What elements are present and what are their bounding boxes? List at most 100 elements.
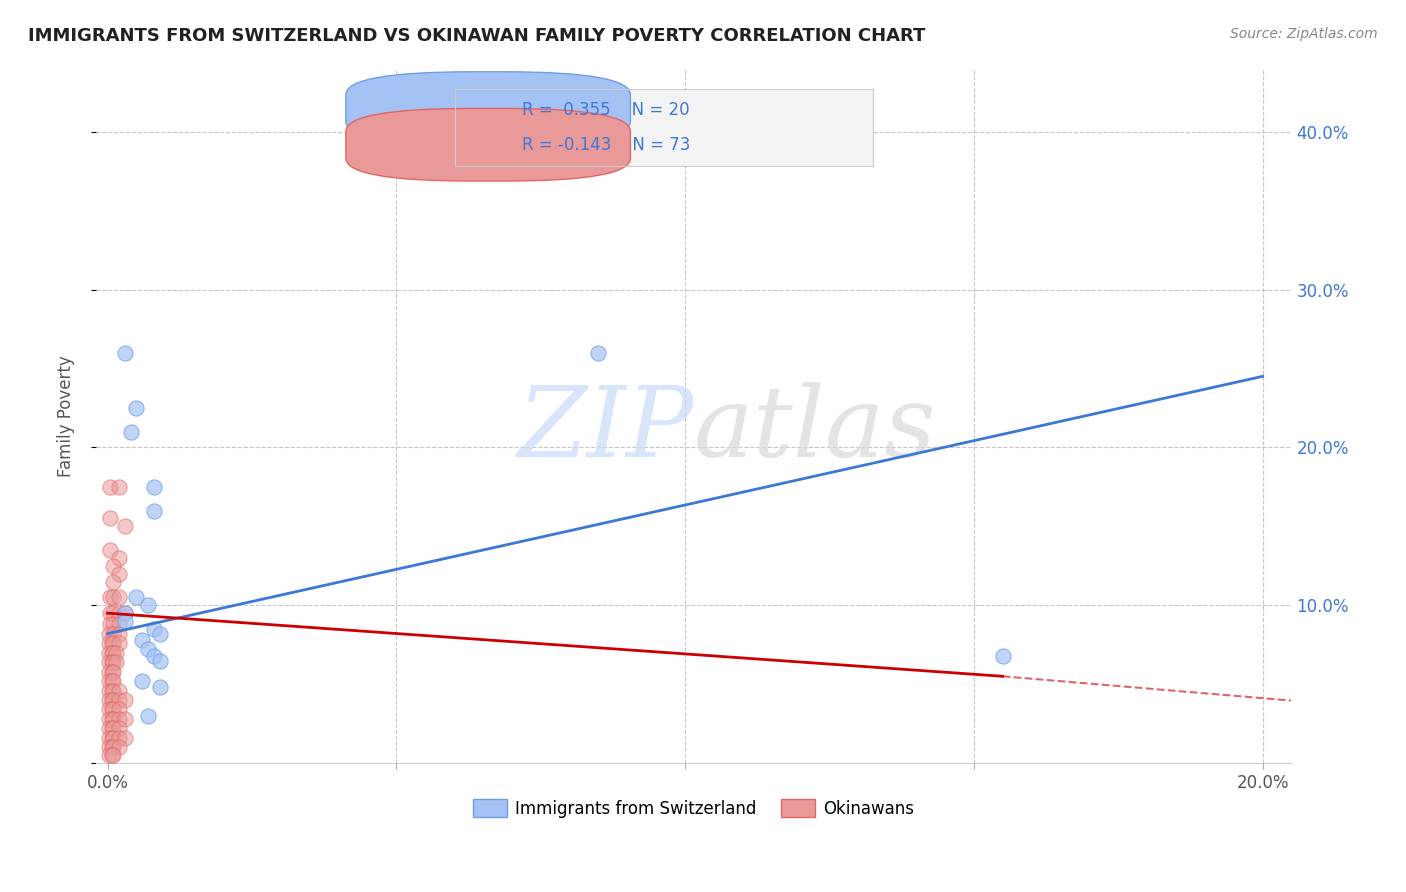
Point [100, 731, 122, 745]
Point [114, 614, 136, 628]
Point [98, 655, 121, 669]
Point [98, 740, 121, 755]
Point [148, 626, 170, 640]
Point [100, 606, 122, 620]
Point [98, 712, 121, 726]
Point [108, 731, 131, 745]
Point [105, 646, 128, 660]
Point [108, 480, 131, 494]
Point [100, 683, 122, 698]
Point [100, 591, 122, 605]
Point [98, 646, 121, 660]
Point [108, 693, 131, 707]
Point [114, 345, 136, 359]
Point [103, 683, 125, 698]
Point [108, 591, 131, 605]
Point [136, 599, 159, 613]
Point [98, 748, 121, 763]
Point [108, 636, 131, 650]
Y-axis label: Family Poverty: Family Poverty [58, 355, 75, 476]
Point [100, 712, 122, 726]
Point [991, 648, 1014, 663]
Point [103, 626, 125, 640]
Point [100, 722, 122, 736]
Point [100, 511, 122, 525]
Point [100, 655, 122, 669]
Point [100, 740, 122, 755]
Text: ZIP: ZIP [517, 382, 693, 477]
Point [108, 702, 131, 716]
Point [100, 665, 122, 679]
Point [98, 636, 121, 650]
Point [108, 617, 131, 632]
Point [103, 712, 125, 726]
Point [103, 617, 125, 632]
Point [114, 712, 136, 726]
Point [103, 636, 125, 650]
Point [103, 558, 125, 573]
Point [108, 626, 131, 640]
Point [103, 665, 125, 679]
Point [108, 722, 131, 736]
Point [103, 591, 125, 605]
Point [114, 693, 136, 707]
Point [103, 693, 125, 707]
Point [108, 566, 131, 581]
Point [100, 636, 122, 650]
Point [108, 740, 131, 755]
Point [142, 622, 165, 636]
Text: Source: ZipAtlas.com: Source: ZipAtlas.com [1230, 27, 1378, 41]
Point [103, 655, 125, 669]
Point [103, 731, 125, 745]
Point [100, 543, 122, 558]
Point [98, 693, 121, 707]
Point [105, 655, 128, 669]
Point [114, 519, 136, 533]
Point [120, 425, 142, 439]
Point [98, 683, 121, 698]
Point [588, 345, 610, 359]
Point [114, 606, 136, 620]
Point [125, 591, 148, 605]
Text: atlas: atlas [693, 382, 936, 477]
Point [100, 702, 122, 716]
Point [108, 550, 131, 565]
Point [103, 574, 125, 589]
Point [136, 642, 159, 657]
Point [148, 681, 170, 695]
Point [142, 648, 165, 663]
Point [131, 632, 153, 647]
Point [103, 722, 125, 736]
Point [125, 401, 148, 415]
Point [108, 606, 131, 620]
Point [98, 665, 121, 679]
Point [103, 673, 125, 688]
Point [103, 646, 125, 660]
Text: IMMIGRANTS FROM SWITZERLAND VS OKINAWAN FAMILY POVERTY CORRELATION CHART: IMMIGRANTS FROM SWITZERLAND VS OKINAWAN … [28, 27, 925, 45]
Point [98, 731, 121, 745]
Point [114, 606, 136, 620]
Point [136, 708, 159, 723]
Point [98, 722, 121, 736]
Point [108, 712, 131, 726]
Point [103, 740, 125, 755]
Point [98, 702, 121, 716]
Point [103, 748, 125, 763]
Point [100, 673, 122, 688]
Point [108, 683, 131, 698]
Point [103, 702, 125, 716]
Legend: Immigrants from Switzerland, Okinawans: Immigrants from Switzerland, Okinawans [467, 793, 921, 824]
Point [148, 653, 170, 667]
Point [103, 606, 125, 620]
Point [100, 617, 122, 632]
Point [114, 731, 136, 745]
Point [98, 673, 121, 688]
Point [100, 693, 122, 707]
Point [100, 480, 122, 494]
Point [142, 503, 165, 517]
Point [142, 480, 165, 494]
Point [131, 673, 153, 688]
Point [98, 626, 121, 640]
Point [100, 748, 122, 763]
Point [100, 646, 122, 660]
